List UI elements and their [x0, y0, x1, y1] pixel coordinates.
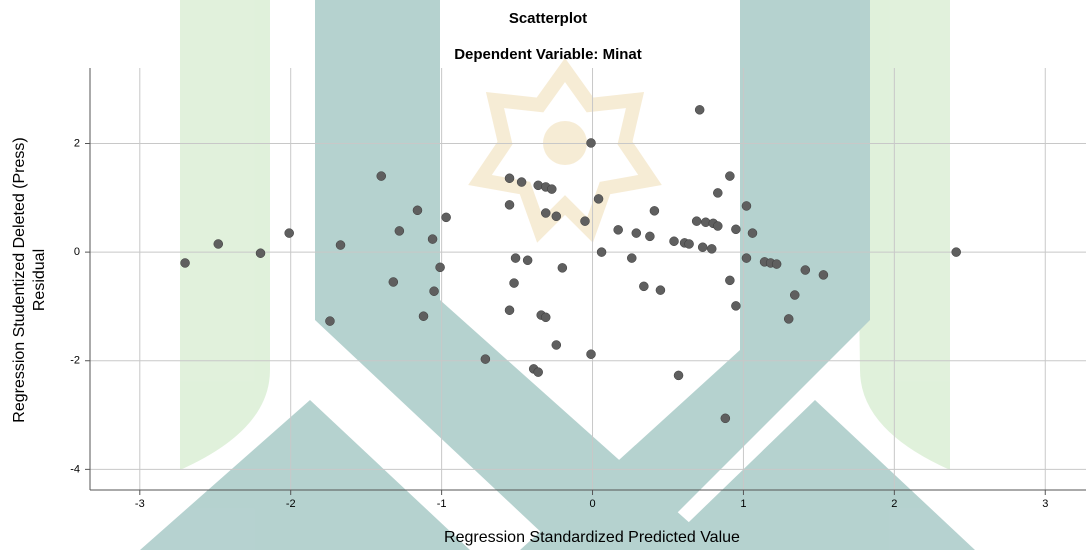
point: [731, 225, 740, 234]
point: [256, 249, 265, 258]
point: [505, 200, 514, 209]
point: [725, 172, 734, 181]
point: [731, 301, 740, 310]
chart: Scatterplot Dependent Variable: Minat Re…: [0, 0, 1086, 550]
point: [505, 306, 514, 315]
point: [377, 172, 386, 181]
point: [541, 313, 550, 322]
x-tick-label: 3: [1042, 498, 1048, 510]
point: [801, 266, 810, 275]
point: [597, 248, 606, 257]
point: [325, 317, 334, 326]
x-tick-label: 0: [589, 498, 595, 510]
point: [639, 282, 648, 291]
point: [713, 222, 722, 231]
point: [552, 340, 561, 349]
point: [505, 174, 514, 183]
y-tick-label: -4: [70, 463, 80, 475]
point: [721, 414, 730, 423]
point: [784, 314, 793, 323]
point: [713, 188, 722, 197]
point: [517, 178, 526, 187]
point: [534, 368, 543, 377]
x-tick-label: -3: [135, 498, 145, 510]
point: [419, 312, 428, 321]
point: [558, 263, 567, 272]
point: [389, 277, 398, 286]
point: [614, 225, 623, 234]
point: [742, 254, 751, 263]
point: [685, 239, 694, 248]
point: [725, 276, 734, 285]
point: [692, 217, 701, 226]
point: [510, 279, 519, 288]
point: [511, 254, 520, 263]
x-tick-label: -2: [286, 498, 296, 510]
point: [436, 263, 445, 272]
point: [541, 209, 550, 218]
y-axis-label: Regression Studentized Deleted (Press): [11, 137, 28, 422]
point: [442, 213, 451, 222]
point: [650, 206, 659, 215]
point: [336, 241, 345, 250]
point: [552, 212, 561, 221]
point: [707, 244, 716, 253]
point: [285, 229, 294, 238]
point: [214, 239, 223, 248]
point: [698, 243, 707, 252]
y-tick-label: -2: [70, 355, 80, 367]
point: [632, 229, 641, 238]
point: [428, 235, 437, 244]
point: [674, 371, 683, 380]
point: [547, 185, 556, 194]
y-axis-label: Residual: [31, 249, 48, 311]
watermark: [140, 0, 975, 550]
point: [627, 254, 636, 263]
watermark-shape: [180, 0, 270, 470]
point: [580, 217, 589, 226]
point: [819, 270, 828, 279]
x-tick-label: -1: [437, 498, 447, 510]
point: [481, 355, 490, 364]
point: [587, 350, 596, 359]
chart-subtitle: Dependent Variable: Minat: [454, 46, 642, 63]
y-tick-label: 0: [74, 246, 80, 258]
x-tick-label: 2: [891, 498, 897, 510]
point: [395, 226, 404, 235]
y-tick-label: 2: [74, 137, 80, 149]
point: [656, 286, 665, 295]
point: [413, 206, 422, 215]
point: [523, 256, 532, 265]
x-tick-label: 1: [740, 498, 746, 510]
point: [742, 201, 751, 210]
point: [952, 248, 961, 257]
point: [587, 138, 596, 147]
point: [594, 194, 603, 203]
point: [670, 237, 679, 246]
point: [748, 229, 757, 238]
chart-title: Scatterplot: [509, 10, 587, 27]
point: [790, 291, 799, 300]
point: [181, 258, 190, 267]
page: {"chart_data": { "type": "scatter", "tit…: [0, 0, 1086, 550]
point: [430, 287, 439, 296]
point: [645, 232, 654, 241]
point: [695, 105, 704, 114]
x-axis-label: Regression Standardized Predicted Value: [444, 529, 740, 546]
point: [772, 260, 781, 269]
